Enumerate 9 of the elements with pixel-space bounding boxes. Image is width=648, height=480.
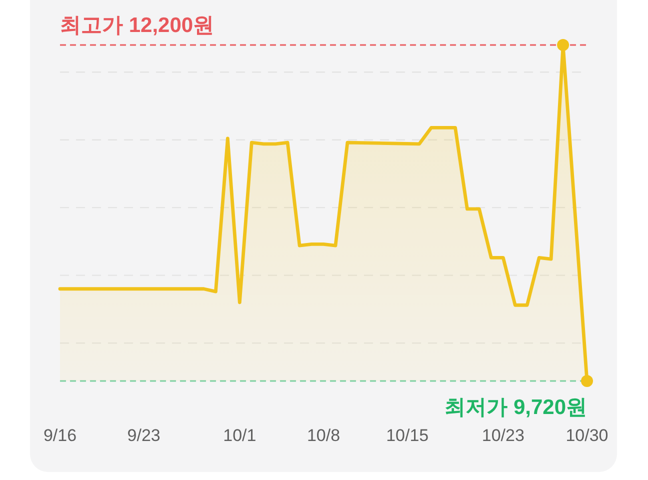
x-tick-label: 10/23	[482, 426, 524, 445]
reference-label: 최고가 12,200원	[60, 14, 214, 37]
x-tick-label: 10/8	[306, 426, 340, 445]
x-tick-label: 10/1	[223, 426, 256, 445]
x-tick-label: 10/30	[566, 426, 608, 445]
x-tick-label: 9/16	[43, 426, 77, 445]
reference-label: 최저가 9,720원	[444, 396, 587, 419]
x-tick-label: 9/23	[127, 426, 160, 445]
x-tick-label: 10/15	[386, 426, 429, 445]
